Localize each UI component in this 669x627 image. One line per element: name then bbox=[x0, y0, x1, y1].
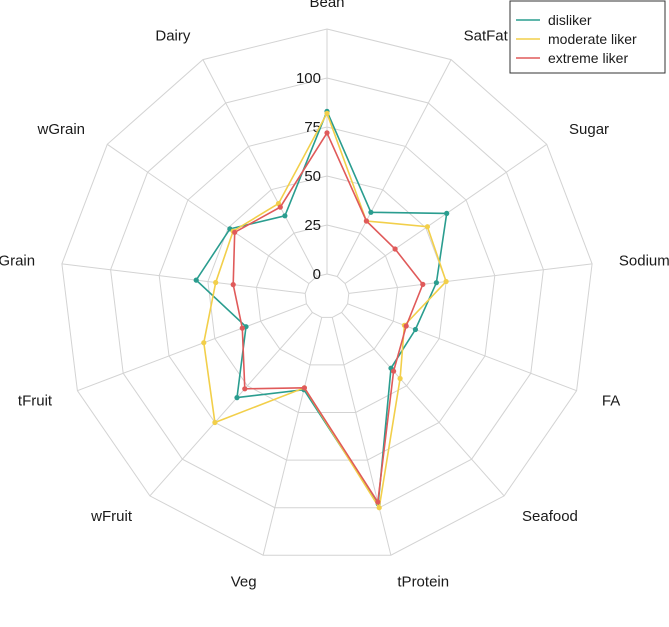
series-extreme-liker bbox=[230, 130, 426, 505]
spoke-satfat bbox=[336, 59, 452, 277]
data-point-extreme-liker-wgrain bbox=[232, 229, 238, 235]
axis-label-sugar: Sugar bbox=[569, 121, 609, 138]
series-line-extreme-liker bbox=[232, 131, 424, 505]
axis-label-rgrain: rGrain bbox=[0, 253, 35, 270]
spoke-rgrain bbox=[61, 263, 306, 294]
legend: disliker moderate liker extreme liker bbox=[509, 0, 666, 74]
tick-label-25: 25 bbox=[304, 217, 321, 234]
grid-ring-0 bbox=[304, 273, 350, 318]
data-point-disliker-fa bbox=[412, 326, 418, 333]
axis-label-seafood: Seafood bbox=[522, 508, 578, 525]
spoke-dairy bbox=[202, 59, 318, 277]
data-point-moderate-liker-rgrain bbox=[213, 279, 219, 286]
series-line-disliker bbox=[195, 109, 448, 507]
spoke-seafood bbox=[341, 312, 505, 497]
data-point-disliker-dairy bbox=[282, 213, 288, 219]
data-point-disliker-satfat bbox=[368, 209, 374, 215]
spoke-wfruit bbox=[149, 312, 313, 497]
legend-label-extreme-liker: extreme liker bbox=[548, 50, 628, 66]
spoke-tfruit bbox=[77, 303, 307, 392]
data-point-disliker-wfruit bbox=[234, 395, 240, 401]
data-point-extreme-liker-sugar bbox=[392, 246, 398, 252]
data-point-disliker-sodium bbox=[433, 280, 439, 286]
axis-label-wgrain: wGrain bbox=[36, 121, 85, 138]
data-point-extreme-liker-satfat bbox=[363, 218, 369, 224]
axis-label-bean: Bean bbox=[309, 0, 344, 11]
data-point-moderate-liker-seafood bbox=[397, 375, 403, 382]
data-point-extreme-liker-veg bbox=[301, 385, 307, 391]
spoke-veg bbox=[262, 317, 323, 556]
axis-label-wfruit: wFruit bbox=[90, 508, 133, 525]
series-disliker bbox=[193, 108, 450, 507]
grid-ring-5 bbox=[61, 28, 593, 556]
tick-label-50: 50 bbox=[304, 168, 321, 185]
axis-label-veg: Veg bbox=[231, 574, 257, 591]
data-point-moderate-liker-bean bbox=[324, 110, 330, 116]
spoke-sodium bbox=[348, 263, 593, 294]
data-point-extreme-liker-tfruit bbox=[239, 325, 245, 331]
data-point-moderate-liker-sodium bbox=[443, 278, 449, 285]
axis-label-dairy: Dairy bbox=[155, 28, 191, 45]
axis-label-fa: FA bbox=[602, 392, 620, 409]
data-point-extreme-liker-tprotein bbox=[375, 499, 381, 505]
data-point-extreme-liker-sodium bbox=[420, 281, 426, 287]
data-point-extreme-liker-rgrain bbox=[230, 282, 236, 288]
data-point-moderate-liker-tprotein bbox=[376, 505, 382, 511]
series-line-moderate-liker bbox=[202, 111, 448, 510]
grid-ring-3 bbox=[158, 126, 496, 461]
spoke-wgrain bbox=[106, 143, 310, 284]
data-point-extreme-liker-seafood bbox=[391, 368, 397, 374]
data-point-moderate-liker-sugar bbox=[424, 224, 430, 230]
radar-grid bbox=[61, 28, 593, 556]
tick-label-0: 0 bbox=[313, 266, 321, 283]
grid-ring-1 bbox=[255, 224, 399, 366]
data-point-disliker-rgrain bbox=[193, 277, 199, 283]
data-point-extreme-liker-dairy bbox=[277, 204, 283, 210]
axis-label-tfruit: tFruit bbox=[18, 392, 53, 409]
grid-ring-4 bbox=[110, 77, 544, 509]
tick-label-100: 100 bbox=[296, 70, 321, 87]
data-point-moderate-liker-wfruit bbox=[212, 419, 218, 426]
spoke-tprotein bbox=[331, 317, 392, 556]
spoke-fa bbox=[347, 303, 577, 392]
axis-labels: Bean SatFat Sugar Sodium FA Seafood tProtein Ve… bbox=[0, 0, 669, 591]
data-point-extreme-liker-fa bbox=[403, 323, 409, 329]
series-layer bbox=[193, 108, 450, 511]
data-point-extreme-liker-wfruit bbox=[242, 386, 248, 392]
axis-label-tprotein: tProtein bbox=[397, 574, 449, 591]
legend-box bbox=[509, 0, 666, 74]
legend-label-moderate-liker: moderate liker bbox=[548, 31, 637, 47]
data-point-disliker-sugar bbox=[444, 210, 450, 216]
axis-label-sodium: Sodium bbox=[619, 253, 669, 270]
legend-label-disliker: disliker bbox=[548, 12, 592, 28]
axis-label-satfat: SatFat bbox=[464, 28, 509, 45]
data-point-moderate-liker-tfruit bbox=[201, 340, 207, 346]
data-point-extreme-liker-bean bbox=[324, 130, 330, 136]
